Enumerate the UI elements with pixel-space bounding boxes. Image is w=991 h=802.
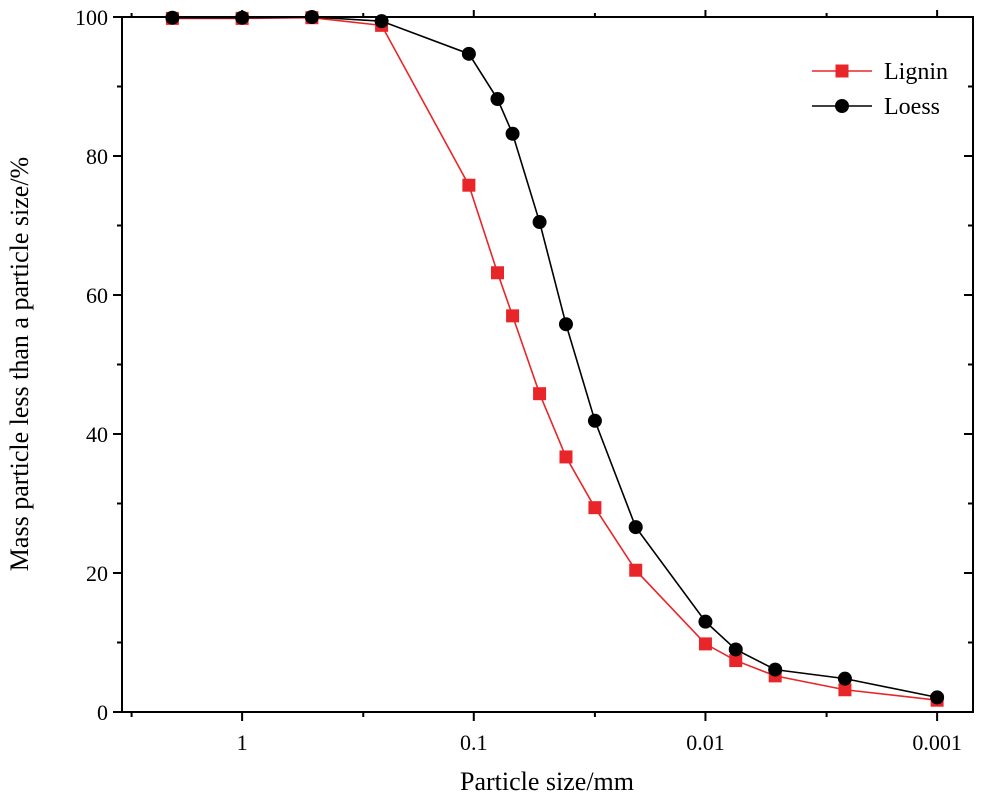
loess-point [461,46,476,61]
lignin-point [629,563,643,577]
x-tick-label: 1 [237,730,248,755]
lignin-line [172,16,938,701]
lignin-point [729,654,743,668]
loess-point [628,520,643,535]
y-tick-label: 40 [86,422,108,447]
loess-point [558,317,573,332]
loess-point [490,92,505,107]
axis-ticks [113,10,973,721]
loess-point [930,690,945,705]
lignin-point [506,309,520,323]
series-layer [165,10,945,707]
loess-point [587,413,602,428]
loess-point [532,215,547,230]
loess-legend-marker [835,99,849,113]
lignin-point [838,683,852,697]
lignin-point [559,450,573,464]
x-axis-title: Particle size/mm [460,767,634,796]
lignin-legend-marker [835,64,849,78]
lignin-point [533,387,547,401]
lignin-point [462,178,476,192]
y-tick-label: 0 [97,700,108,725]
y-tick-label: 60 [86,283,108,308]
lignin-point [491,266,505,280]
loess-point [505,126,520,141]
loess-series [165,10,945,705]
loess-point [374,14,389,29]
y-tick-label: 100 [75,5,108,30]
tick-labels: 0 20 40 60 80 100 1 0.1 0.01 0.001 [75,5,962,755]
x-tick-label: 0.1 [460,730,488,755]
loess-line [172,16,938,699]
x-tick-label: 0.001 [912,730,962,755]
loess-point [235,10,250,25]
y-tick-label: 80 [86,144,108,169]
lignin-legend-label: Lignin [884,59,948,85]
loess-point [304,10,319,24]
loess-point [768,662,783,677]
lignin-point [588,501,602,515]
loess-point [698,614,713,629]
loess-point [728,642,743,657]
loess-point [165,10,180,25]
lignin-point [698,637,712,651]
x-tick-label: 0.01 [686,730,725,755]
legend: Lignin Loess [812,59,948,120]
plot-frame [121,16,974,713]
loess-legend-label: Loess [884,94,940,120]
y-tick-label: 20 [86,561,108,586]
loess-point [837,671,852,686]
lignin-series [165,11,944,707]
y-axis-title: Mass particle less than a particle size/… [5,157,34,571]
